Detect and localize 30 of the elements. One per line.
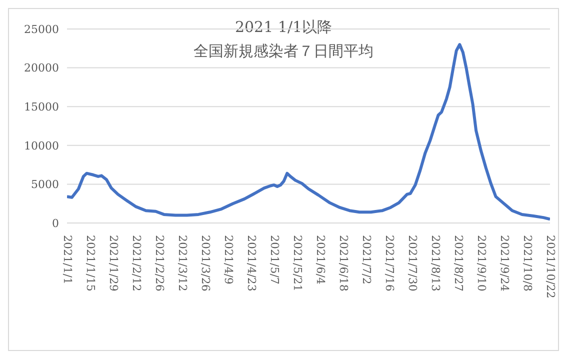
x-tick-label: 2021/10/22 — [544, 235, 558, 298]
x-tick-label: 2021/9/10 — [475, 235, 488, 292]
x-tick-label: 2021/4/9 — [222, 235, 236, 284]
x-tick-label: 2021/7/30 — [406, 235, 420, 292]
x-tick-label: 2021/8/13 — [429, 235, 442, 292]
y-tick-label: 15000 — [24, 100, 59, 114]
x-tick-label: 2021/4/23 — [245, 235, 258, 292]
x-tick-label: 2021/5/21 — [291, 235, 304, 292]
x-tick-label: 2021/1/1 — [61, 235, 74, 284]
x-tick-label: 2021/9/24 — [498, 235, 512, 292]
y-tick-label: 20000 — [24, 62, 59, 75]
x-tick-label: 2021/2/26 — [153, 235, 166, 292]
x-tick-label: 2021/3/26 — [199, 235, 212, 292]
y-tick-label: 10000 — [24, 139, 59, 152]
x-tick-label: 2021/7/16 — [383, 235, 396, 292]
y-tick-label: 0 — [52, 216, 59, 230]
x-tick-label: 2021/1/15 — [84, 235, 98, 292]
x-tick-label: 2021/5/7 — [268, 235, 282, 284]
y-tick-label: 25000 — [24, 22, 59, 36]
x-tick-label: 2021/7/2 — [360, 235, 374, 284]
x-tick-label: 2021/3/12 — [176, 235, 190, 292]
x-tick-label: 2021/2/12 — [130, 235, 144, 292]
x-tick-label: 2021/6/18 — [337, 235, 350, 292]
x-tick-label: 2021/8/27 — [452, 235, 466, 292]
line-series — [67, 43, 550, 221]
x-tick-label: 2021/1/29 — [107, 235, 120, 292]
text: 全国新規感染者７日間平均 — [192, 41, 374, 62]
y-tick-label: 5000 — [31, 178, 59, 192]
x-tick-label: 2021/10/8 — [521, 235, 534, 292]
x-tick-label: 2021/6/4 — [314, 235, 328, 284]
